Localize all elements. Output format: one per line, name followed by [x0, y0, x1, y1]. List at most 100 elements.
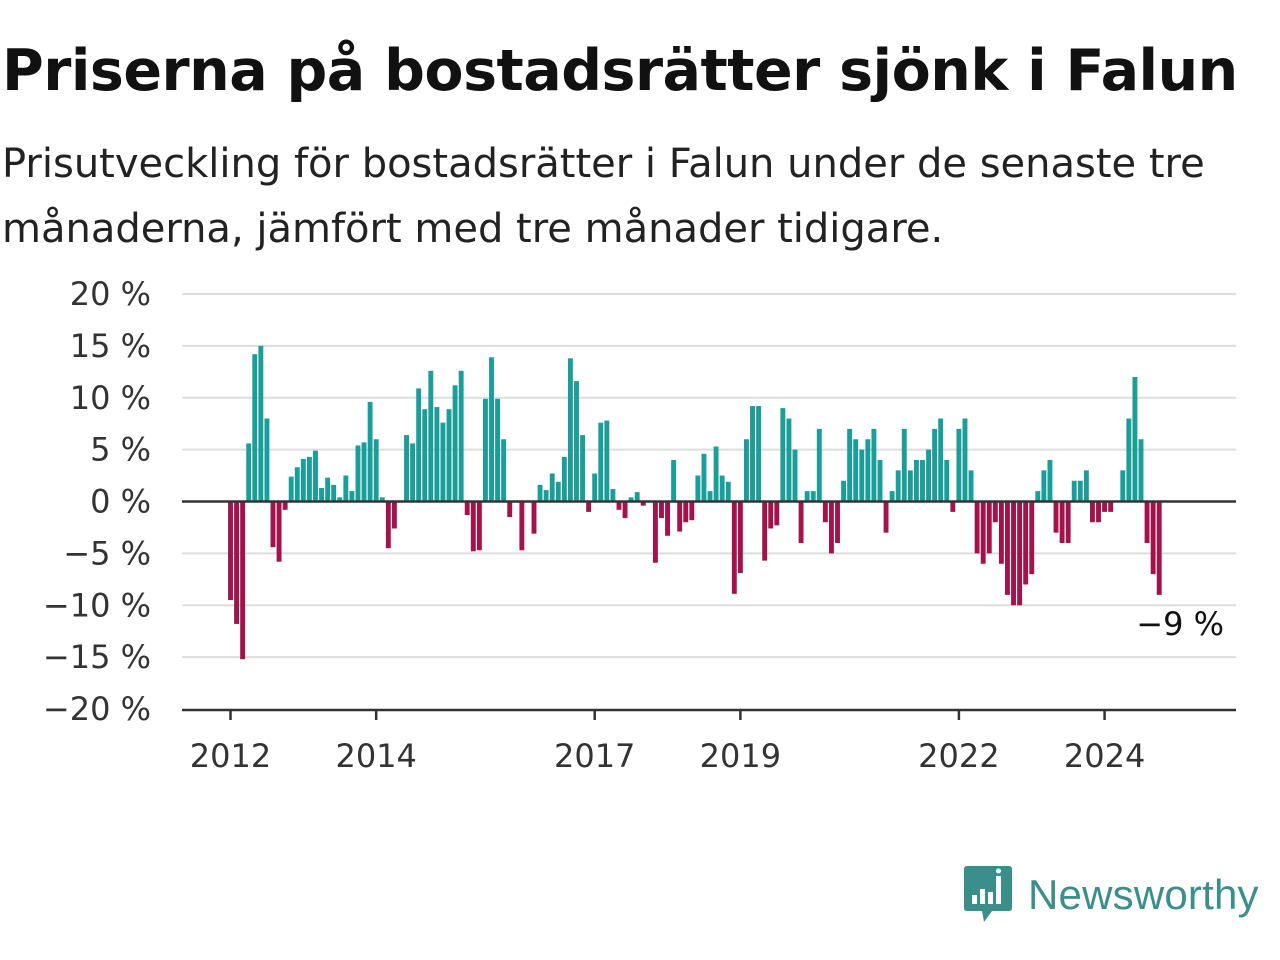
bar [1132, 377, 1138, 502]
bar [325, 477, 331, 502]
bar [877, 460, 883, 502]
bar [313, 450, 318, 502]
bar [659, 501, 664, 519]
x-tick-label: 2024 [1064, 737, 1145, 775]
chart-title: Priserna på bostadsrätter sjönk i Falun [2, 38, 1238, 104]
y-tick-label: 20 % [70, 275, 151, 313]
bar [944, 460, 950, 502]
bar [598, 422, 604, 502]
bar-chart-speech-bubble-icon [964, 866, 1012, 922]
bar [986, 501, 992, 554]
bar [373, 439, 379, 502]
bar [288, 476, 294, 502]
bar [701, 453, 707, 502]
bar [889, 491, 895, 502]
bar [501, 439, 507, 502]
bar [404, 435, 409, 502]
x-axis-ticks: 2012 2014 2017 2019 2022 2024 [190, 710, 1145, 775]
bar [737, 501, 743, 574]
bar [640, 501, 646, 506]
bar [300, 458, 306, 502]
bar [962, 418, 968, 502]
bar [543, 490, 549, 502]
y-tick-label: −10 % [43, 586, 151, 624]
bar [1047, 460, 1053, 502]
bar [258, 345, 264, 502]
bar [913, 460, 919, 502]
y-tick-label: 15 % [70, 327, 151, 365]
bar [750, 406, 755, 502]
bar [240, 501, 246, 660]
x-tick-label: 2012 [190, 737, 271, 775]
bar [907, 470, 913, 502]
last-value-annotation: −9 % [1136, 605, 1224, 643]
bar [1102, 501, 1108, 512]
bar [434, 407, 440, 502]
bar [816, 428, 822, 502]
x-tick-label: 2022 [918, 737, 999, 775]
bar [604, 420, 610, 502]
y-tick-label: 0 % [90, 483, 151, 521]
bar [489, 357, 494, 502]
bar [580, 435, 586, 502]
bar [561, 456, 567, 502]
bar [1138, 439, 1144, 502]
bar [1011, 501, 1016, 606]
newsworthy-logo: Newsworthy [962, 862, 1259, 928]
bar-chart: 20 % 15 % 10 % 5 % 0 % −5 % −10 % −15 % −20 % 20… [43, 275, 1236, 775]
bar [1089, 501, 1095, 523]
bar [665, 501, 670, 536]
bar [841, 480, 847, 502]
bar [707, 491, 713, 502]
bar [379, 497, 385, 502]
bar [1156, 501, 1162, 595]
bar [1096, 501, 1101, 523]
y-tick-label: 10 % [70, 379, 151, 417]
bar [610, 489, 616, 502]
bar [768, 501, 774, 529]
bar [671, 460, 677, 502]
bar [652, 501, 658, 563]
brand-name: Newsworthy [1028, 871, 1259, 918]
bar [592, 473, 598, 502]
bar [822, 501, 828, 523]
x-tick-label: 2014 [335, 737, 416, 775]
bar [719, 475, 725, 502]
bar [264, 418, 270, 502]
bar [938, 418, 944, 502]
bars [228, 345, 1162, 660]
bar [780, 408, 786, 502]
bar [385, 501, 391, 549]
bar [470, 501, 476, 552]
bar [282, 501, 288, 510]
bar [574, 381, 579, 502]
bar [616, 501, 622, 510]
bar [361, 442, 367, 502]
bar [828, 501, 834, 554]
bar [677, 501, 683, 532]
y-tick-label: −20 % [43, 690, 151, 728]
bar [725, 481, 731, 502]
bar [804, 491, 810, 502]
y-tick-label: −15 % [43, 638, 151, 676]
bar [762, 501, 768, 561]
bar [1041, 470, 1047, 502]
bar [774, 501, 780, 526]
y-tick-label: 5 % [90, 431, 151, 469]
bar [531, 501, 537, 534]
bar [756, 406, 762, 502]
bar [349, 491, 355, 502]
bar [713, 446, 719, 502]
bar [1071, 480, 1077, 502]
bar [628, 497, 634, 502]
bar [482, 398, 488, 502]
bar [622, 501, 628, 519]
bar [883, 501, 889, 533]
bar [1108, 501, 1114, 512]
bar [1059, 501, 1065, 543]
bar [228, 501, 233, 601]
bar [950, 501, 956, 512]
bar [1053, 501, 1059, 533]
bar [744, 439, 749, 502]
bar [731, 501, 737, 594]
